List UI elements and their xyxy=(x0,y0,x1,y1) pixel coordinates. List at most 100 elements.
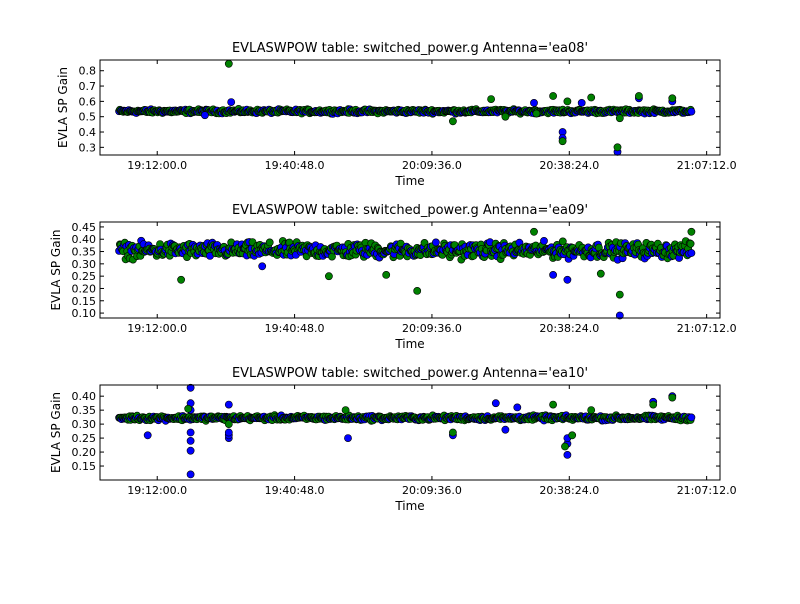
data-point xyxy=(530,99,538,107)
data-point xyxy=(413,286,422,295)
data-point xyxy=(615,311,624,320)
data-point xyxy=(341,406,350,414)
y-tick-label: 0.3 xyxy=(79,141,97,154)
y-tick-label: 0.25 xyxy=(72,270,97,283)
data-point xyxy=(186,383,195,392)
y-tick-label: 0.15 xyxy=(72,460,97,473)
x-tick-label: 21:07:12.0 xyxy=(677,159,737,172)
y-tick-label: 0.30 xyxy=(72,418,97,431)
data-point xyxy=(558,237,567,246)
data-point xyxy=(186,446,195,455)
y-axis-label: EVLA SP Gain xyxy=(49,392,63,473)
y-tick-label: 0.10 xyxy=(72,307,97,320)
x-tick-label: 20:38:24.0 xyxy=(539,322,599,335)
plot-title: EVLASWPOW table: switched_power.g Antenn… xyxy=(232,41,588,56)
y-tick-label: 0.6 xyxy=(79,95,97,108)
data-point xyxy=(224,428,233,437)
data-point xyxy=(687,227,696,236)
data-point xyxy=(324,272,333,281)
data-point xyxy=(431,238,440,247)
data-point xyxy=(491,399,500,408)
data-point xyxy=(540,236,548,245)
data-point xyxy=(143,431,152,440)
x-tick-label: 19:12:00.0 xyxy=(127,159,187,172)
x-tick-label: 19:12:00.0 xyxy=(127,484,187,497)
data-point xyxy=(549,92,557,100)
data-point xyxy=(668,94,677,103)
data-point xyxy=(563,97,572,106)
y-tick-label: 0.8 xyxy=(79,65,97,78)
x-tick-label: 19:40:48.0 xyxy=(265,159,325,172)
y-tick-label: 0.20 xyxy=(72,282,97,295)
data-point xyxy=(186,428,195,437)
x-tick-label: 19:40:48.0 xyxy=(265,322,325,335)
data-point xyxy=(513,403,522,412)
plot-frame xyxy=(99,384,721,481)
data-point xyxy=(184,404,193,413)
data-point xyxy=(558,137,567,146)
y-tick-label: 0.25 xyxy=(72,432,97,445)
data-point xyxy=(186,470,195,479)
y-axis-label: EVLA SP Gain xyxy=(56,67,70,148)
data-point xyxy=(549,270,557,279)
data-point xyxy=(177,275,185,284)
y-tick-label: 0.30 xyxy=(72,258,97,271)
x-tick-label: 21:07:12.0 xyxy=(677,322,737,335)
data-point xyxy=(563,450,572,459)
data-point xyxy=(344,434,352,442)
x-tick-label: 19:12:00.0 xyxy=(127,322,187,335)
plot-title: EVLASWPOW table: switched_power.g Antenn… xyxy=(232,366,588,381)
data-point xyxy=(549,400,557,409)
x-tick-label: 20:09:36.0 xyxy=(402,159,462,172)
data-point xyxy=(649,400,658,409)
data-point xyxy=(224,400,233,409)
y-tick-label: 0.4 xyxy=(79,126,97,139)
plot-frame xyxy=(99,59,721,156)
x-axis-label: Time xyxy=(394,499,424,513)
y-tick-label: 0.5 xyxy=(79,111,97,124)
data-point xyxy=(687,107,696,116)
data-point xyxy=(224,59,233,68)
y-tick-label: 0.40 xyxy=(72,233,97,246)
data-point xyxy=(561,442,569,451)
plot-frame xyxy=(99,221,721,319)
data-point xyxy=(615,114,624,123)
data-point xyxy=(635,92,643,100)
data-point xyxy=(501,425,510,434)
data-point xyxy=(577,99,586,107)
data-point xyxy=(448,117,457,126)
data-point xyxy=(200,111,209,120)
data-point xyxy=(382,270,391,279)
data-point xyxy=(258,262,267,271)
plot-title: EVLASWPOW table: switched_power.g Antenn… xyxy=(232,203,588,218)
y-axis-label: EVLA SP Gain xyxy=(49,229,63,310)
data-point xyxy=(587,93,596,102)
data-point xyxy=(587,406,596,414)
data-point xyxy=(568,431,577,440)
data-point xyxy=(224,420,233,428)
y-tick-label: 0.20 xyxy=(72,446,97,459)
data-point xyxy=(613,143,622,152)
data-point xyxy=(186,436,195,445)
x-axis-label: Time xyxy=(394,174,424,188)
data-point xyxy=(448,428,457,437)
data-point xyxy=(686,239,695,248)
data-point xyxy=(687,413,696,422)
y-tick-label: 0.40 xyxy=(72,390,97,403)
y-tick-label: 0.7 xyxy=(79,80,97,93)
y-tick-label: 0.35 xyxy=(72,246,97,259)
data-point xyxy=(563,275,572,284)
y-tick-label: 0.15 xyxy=(72,295,97,308)
x-tick-label: 20:38:24.0 xyxy=(539,484,599,497)
x-axis-label: Time xyxy=(394,337,424,351)
y-tick-label: 0.35 xyxy=(72,404,97,417)
x-tick-label: 20:38:24.0 xyxy=(539,159,599,172)
data-point xyxy=(596,269,605,278)
data-point xyxy=(501,112,510,121)
data-point xyxy=(487,95,495,103)
data-point xyxy=(265,238,274,247)
y-tick-label: 0.45 xyxy=(72,221,97,234)
data-point xyxy=(227,98,236,106)
